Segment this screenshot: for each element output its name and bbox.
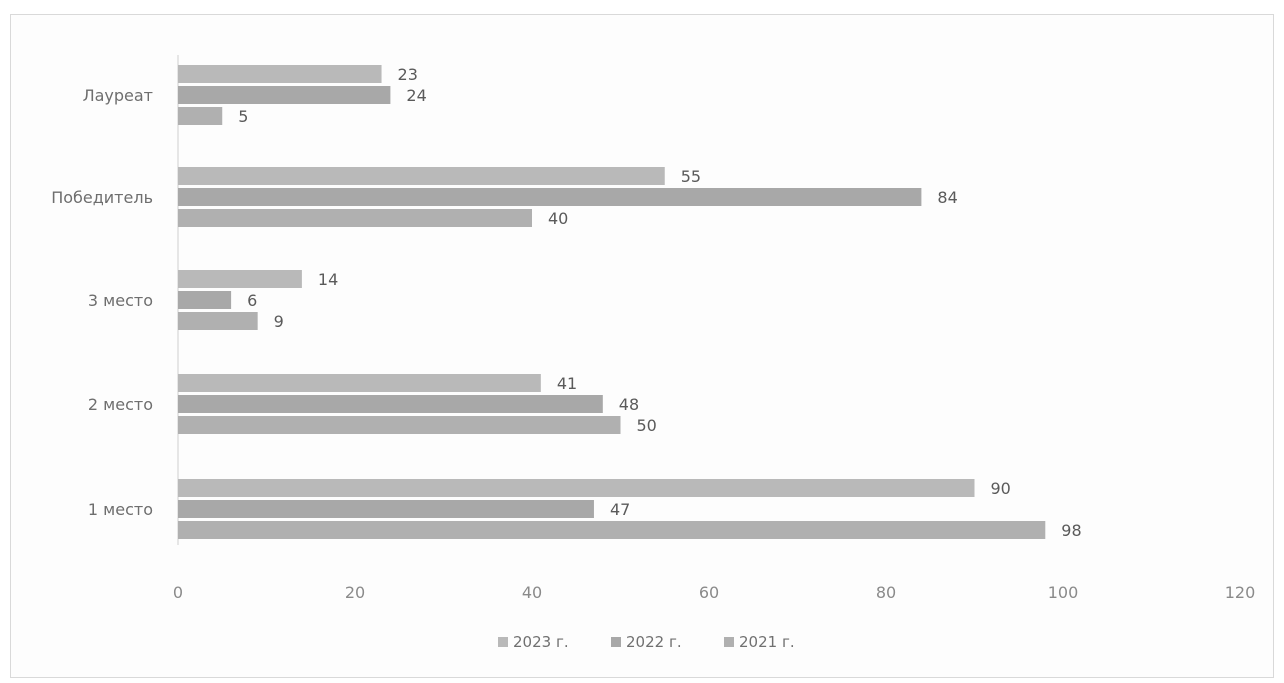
x-tick-label: 60 [699, 583, 719, 602]
data-label: 23 [398, 65, 418, 84]
chart-frame: Лауреат Победитель 3 место 2 место 1 место 23… [10, 14, 1274, 678]
bar [178, 395, 603, 413]
data-label: 24 [406, 86, 426, 105]
category-label: 2 место [88, 395, 153, 414]
category-label: Победитель [51, 188, 153, 207]
bar [178, 209, 532, 227]
x-tick-label: 20 [345, 583, 365, 602]
bar [178, 107, 223, 125]
data-label: 5 [238, 107, 248, 126]
data-label: 9 [274, 312, 284, 331]
data-label: 41 [557, 374, 577, 393]
data-label: 84 [937, 188, 957, 207]
bar [178, 188, 922, 206]
x-tick-label: 120 [1225, 583, 1256, 602]
data-label: 98 [1061, 521, 1081, 540]
data-label: 14 [318, 270, 338, 289]
legend-swatch [724, 637, 734, 647]
data-label: 90 [991, 479, 1011, 498]
legend-label: 2023 г. [513, 633, 569, 651]
bar [178, 521, 1046, 539]
legend-label: 2021 г. [739, 633, 795, 651]
data-label: 6 [247, 291, 257, 310]
bar [178, 270, 302, 288]
bar [178, 86, 391, 104]
legend-swatch [611, 637, 621, 647]
bar [178, 167, 665, 185]
legend-label: 2022 г. [626, 633, 682, 651]
category-label: Лауреат [83, 86, 153, 105]
x-tick-label: 100 [1048, 583, 1079, 602]
data-label: 40 [548, 209, 568, 228]
data-label: 48 [619, 395, 639, 414]
bar [178, 312, 258, 330]
bar [178, 416, 621, 434]
x-tick-label: 40 [522, 583, 542, 602]
category-label: 1 место [88, 500, 153, 519]
data-label: 55 [681, 167, 701, 186]
bar [178, 500, 594, 518]
data-label: 50 [637, 416, 657, 435]
bar [178, 65, 382, 83]
data-label: 47 [610, 500, 630, 519]
bar [178, 291, 232, 309]
bar-chart: Лауреат Победитель 3 место 2 место 1 место 23… [51, 55, 1256, 651]
x-tick-label: 0 [173, 583, 183, 602]
bar [178, 374, 541, 392]
x-tick-label: 80 [876, 583, 896, 602]
category-label: 3 место [88, 291, 153, 310]
bar [178, 479, 975, 497]
legend-swatch [498, 637, 508, 647]
